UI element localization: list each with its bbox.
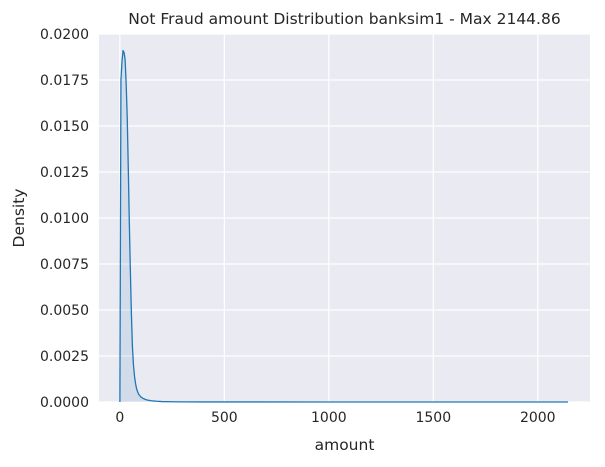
y-tick-label: 0.0025	[40, 349, 89, 365]
y-tick-label: 0.0050	[40, 303, 89, 319]
y-tick-label: 0.0200	[40, 27, 89, 43]
grid-lines	[99, 33, 590, 403]
x-tick-label: 0	[115, 410, 124, 426]
y-tick-label: 0.0150	[40, 119, 89, 135]
x-tick-label: 2000	[520, 410, 556, 426]
y-tick-label: 0.0000	[40, 395, 89, 411]
y-axis-ticks: 0.0000 0.0025 0.0050 0.0075 0.0100 0.0125 0.01…	[40, 27, 89, 411]
density-line	[119, 49, 569, 403]
x-tick-label: 1500	[415, 410, 451, 426]
x-axis-label: amount	[315, 436, 375, 454]
x-tick-label: 1000	[311, 410, 347, 426]
x-tick-label: 500	[211, 410, 238, 426]
y-tick-label: 0.0100	[40, 211, 89, 227]
y-tick-label: 0.0075	[40, 257, 89, 273]
chart-title: Not Fraud amount Distribution banksim1 -…	[128, 10, 560, 28]
y-tick-label: 0.0125	[40, 165, 89, 181]
y-tick-label: 0.0175	[40, 73, 89, 89]
series-layer	[119, 49, 569, 403]
x-axis-ticks: 0 500 1000 1500 2000	[115, 410, 555, 426]
y-axis-label: Density	[10, 189, 28, 248]
